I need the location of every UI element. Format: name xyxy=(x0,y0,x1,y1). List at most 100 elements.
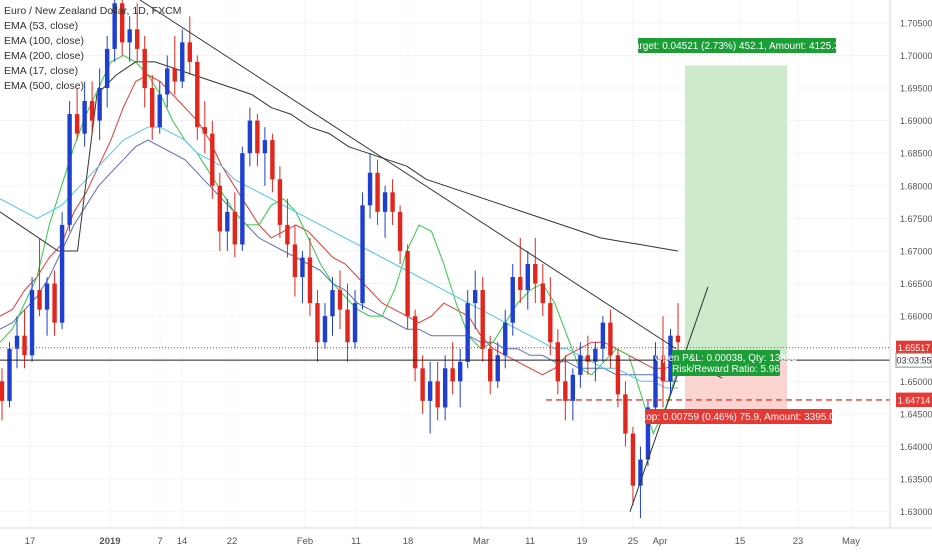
legend-ema-100[interactable]: EMA (100, close) xyxy=(4,35,84,47)
candle-body xyxy=(420,368,425,401)
candle-body xyxy=(345,309,350,343)
candle-body xyxy=(232,211,238,245)
price-badge-label: 1.64714 xyxy=(898,395,931,405)
candle-body xyxy=(104,48,110,88)
legend-ema-500[interactable]: EMA (500, close) xyxy=(4,80,84,92)
candle-body xyxy=(285,224,290,245)
candle-body xyxy=(645,407,651,460)
y-tick-label: 1.68500 xyxy=(900,149,932,159)
candle-body xyxy=(473,290,478,304)
candle-body xyxy=(533,264,538,284)
x-tick-label: 22 xyxy=(227,536,238,547)
y-tick-label: 1.66000 xyxy=(900,312,932,322)
candle-body xyxy=(600,322,606,349)
candle-body xyxy=(29,290,35,356)
candle-body xyxy=(225,211,230,232)
candle-body xyxy=(540,283,545,304)
candle-body xyxy=(630,433,636,486)
legend-ema-200[interactable]: EMA (200, close) xyxy=(4,50,84,62)
open-label-text: Open P&L: 0.00038, Qty: 13833 xyxy=(655,353,798,364)
candle-body xyxy=(37,290,42,310)
candles xyxy=(0,0,681,519)
candle-body xyxy=(578,355,583,375)
price-badge-label: 03:03:55 xyxy=(896,356,931,366)
candle-body xyxy=(465,303,470,362)
y-tick-label: 1.65000 xyxy=(900,377,932,387)
candle-body xyxy=(119,3,125,43)
candle-body xyxy=(59,224,65,323)
candle-body xyxy=(367,172,373,206)
price-axis: 1.70500 1.70000 1.69500 1.69000 1.68500 1.680… xyxy=(889,0,932,550)
candle-body xyxy=(390,192,395,212)
candle-body xyxy=(503,322,508,356)
candle-body xyxy=(488,348,493,382)
candle-body xyxy=(337,290,343,310)
candle-body xyxy=(405,250,410,317)
stop-label-box xyxy=(645,409,832,424)
candle-body xyxy=(135,29,140,49)
x-tick-label: 11 xyxy=(525,536,535,547)
candle-body xyxy=(157,94,162,128)
x-tick-label: Feb xyxy=(297,536,313,547)
y-tick-label: 1.67000 xyxy=(900,246,932,256)
candle-body xyxy=(525,264,530,291)
open-label-box xyxy=(672,350,780,376)
y-tick-label: 1.66500 xyxy=(900,279,932,289)
candle-body xyxy=(217,185,223,232)
x-tick-label: May xyxy=(842,536,860,547)
x-tick-label: 14 xyxy=(177,536,188,547)
candle-body xyxy=(300,257,305,278)
candle-body xyxy=(82,101,87,134)
candle-body xyxy=(510,277,515,323)
x-tick-label: 7 xyxy=(157,536,162,547)
candle-body xyxy=(360,205,365,304)
stop-label-text: Stop: 0.00759 (0.46%) 75.9, Amount: 3395… xyxy=(637,412,841,423)
legend-ema-17[interactable]: EMA (17, close) xyxy=(4,65,79,77)
candle-body xyxy=(653,355,658,408)
x-tick-label: 19 xyxy=(577,536,588,547)
x-tick-label: 15 xyxy=(735,536,746,547)
candle-body xyxy=(322,316,328,343)
candle-body xyxy=(307,257,313,304)
candle-body xyxy=(22,335,27,356)
target-label-text: Target: 0.04521 (2.73%) 452.1, Amount: 4… xyxy=(629,41,846,52)
legend-symbol[interactable]: Euro / New Zealand Dollar, 1D, FXCM xyxy=(4,5,182,17)
x-tick-label: 11 xyxy=(351,536,361,547)
candle-body xyxy=(555,342,561,382)
candle-body xyxy=(277,179,283,225)
candle-body xyxy=(412,316,418,369)
trendline-up xyxy=(629,286,709,512)
y-tick-label: 1.68000 xyxy=(900,181,932,191)
candle-body xyxy=(74,114,80,134)
candle-body xyxy=(563,381,568,401)
candle-body xyxy=(240,153,245,245)
x-tick-label: 17 xyxy=(25,536,36,547)
target-zone xyxy=(685,65,787,361)
candle-body xyxy=(97,88,102,121)
candle-body xyxy=(270,140,275,180)
x-tick-label: Mar xyxy=(473,536,489,547)
candle-body xyxy=(623,394,628,434)
candle-body xyxy=(375,172,380,212)
price-badge xyxy=(895,352,932,368)
price-badge xyxy=(896,392,932,407)
x-tick-label: 25 xyxy=(628,536,639,547)
candle-body xyxy=(247,120,253,154)
candle-body xyxy=(330,290,335,317)
candle-body xyxy=(180,42,185,82)
candle-body xyxy=(315,303,320,343)
x-tick-label: 23 xyxy=(793,536,804,547)
legend-ema-53[interactable]: EMA (53, close) xyxy=(4,20,79,32)
position-labels: Target: 0.04521 (2.73%) 452.1, Amount: 4… xyxy=(629,38,846,424)
y-tick-label: 1.63000 xyxy=(900,507,932,517)
x-tick-label: 2019 xyxy=(99,536,120,547)
price-axis-background xyxy=(890,0,932,550)
trendline-down xyxy=(139,0,677,350)
candle-body xyxy=(495,355,500,382)
candle-body xyxy=(457,361,463,382)
candle-body xyxy=(450,368,455,382)
candle-body xyxy=(255,120,260,154)
candle-body xyxy=(570,374,576,401)
y-tick-label: 1.64500 xyxy=(900,409,932,419)
